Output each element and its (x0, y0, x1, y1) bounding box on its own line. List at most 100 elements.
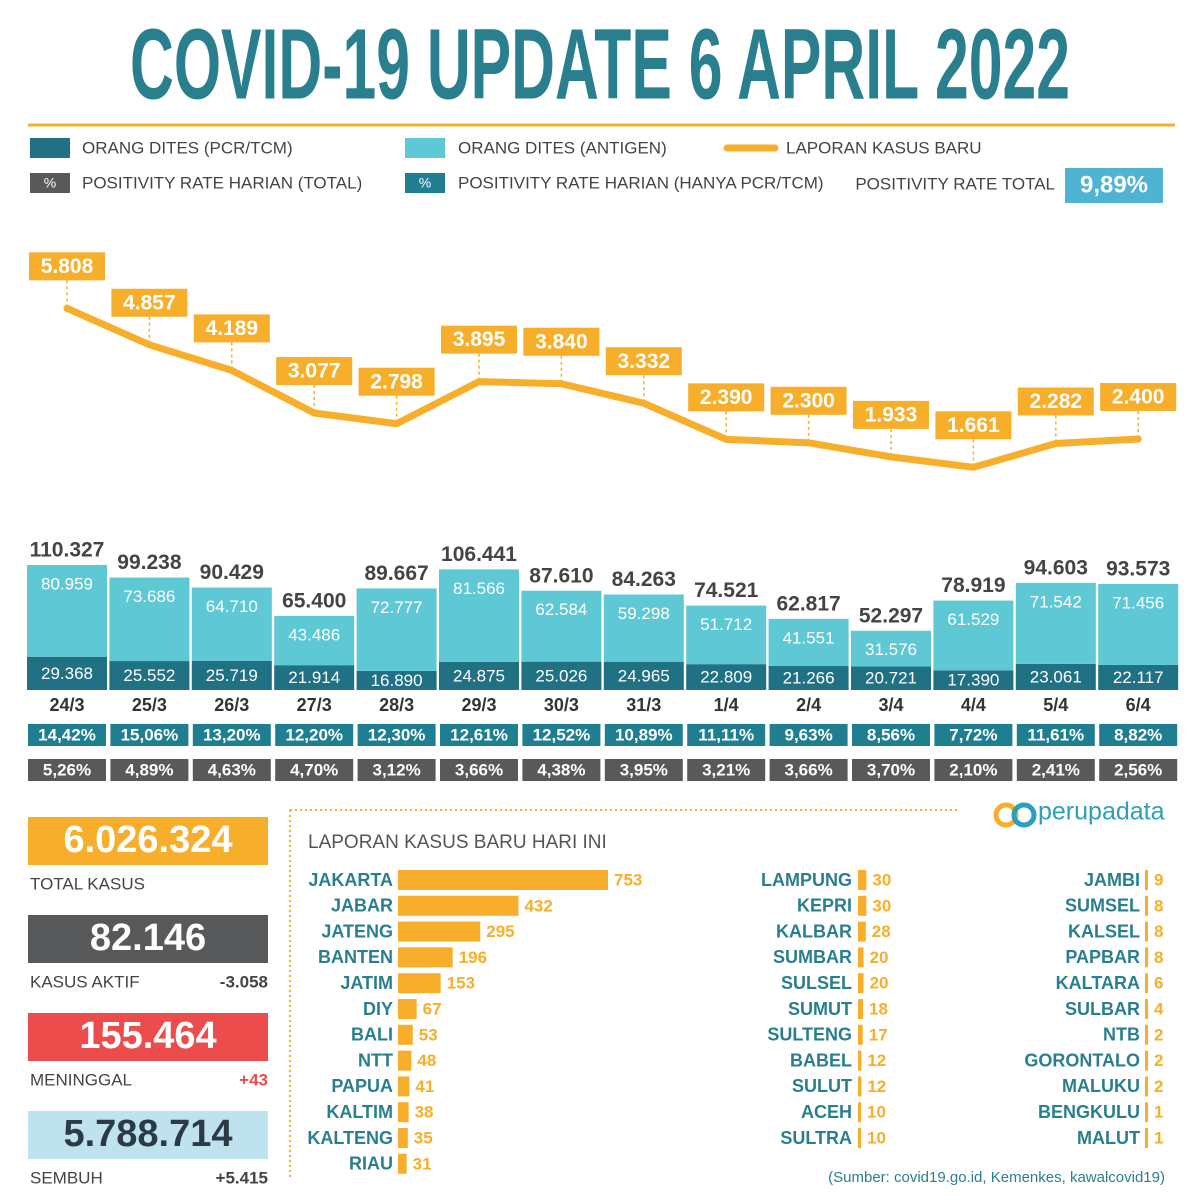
province-name: SULTRA (780, 1128, 852, 1148)
overall-label: POSITIVITY RATE TOTAL (855, 174, 1055, 193)
positivity-label: 2,41% (1032, 760, 1080, 779)
bar-segment (356, 588, 437, 671)
bar-segment (768, 618, 849, 666)
province-name: BENGKULU (1038, 1102, 1140, 1122)
province-name: JAKARTA (308, 870, 393, 890)
province-value: 1 (1154, 1103, 1163, 1122)
x-tick-label: 6/4 (1126, 695, 1151, 715)
positivity-label: 4,63% (208, 760, 256, 779)
province-bar (1145, 973, 1148, 994)
bar-value-label: 73.686 (123, 587, 175, 606)
province-value: 753 (614, 870, 642, 889)
legend-swatch (405, 173, 445, 193)
bar-segment (1098, 664, 1179, 690)
bar-segment (686, 605, 767, 665)
positivity-label: 5,26% (43, 760, 91, 779)
label-box (276, 357, 353, 386)
province-name: PAPBAR (1065, 947, 1140, 967)
bar-value-label: 29.368 (41, 664, 93, 683)
province-value: 38 (415, 1103, 434, 1122)
label-box (1017, 387, 1094, 416)
province-bar (398, 870, 608, 890)
bar-segment (521, 661, 602, 690)
province-bar (858, 1128, 861, 1148)
bar-value-label: 71.456 (1112, 593, 1164, 612)
province-name: DIY (363, 999, 393, 1019)
bar-value-label: 51.712 (700, 615, 752, 634)
province-value: 4 (1154, 999, 1164, 1018)
province-name: BALI (351, 1025, 393, 1045)
stat-label: SEMBUH (30, 1168, 103, 1187)
province-bar (398, 921, 481, 942)
bar-segment (109, 661, 190, 690)
bar-segment (274, 665, 355, 690)
bar-segment (521, 590, 602, 662)
bar-value-label: 22.117 (1113, 668, 1164, 687)
province-bar (858, 921, 866, 942)
line-value-label: 1.933 (865, 403, 918, 426)
bar-segment (603, 661, 684, 690)
province-bar (398, 947, 453, 968)
positivity-box (604, 759, 683, 781)
bar-segment (851, 666, 931, 690)
bar-value-label: 23.061 (1030, 667, 1082, 686)
bar-total-label: 94.603 (1024, 556, 1088, 579)
province-bar (1145, 921, 1148, 942)
province-name: MALUT (1077, 1128, 1140, 1148)
bar-value-label: 25.026 (535, 666, 587, 685)
stat-box (28, 1111, 268, 1159)
bar-total-label: 78.919 (941, 574, 1005, 597)
province-value: 9 (1154, 870, 1163, 889)
bar-value-label: 17.390 (947, 671, 999, 690)
positivity-label: 11,61% (1027, 725, 1084, 744)
bar-value-label: 71.542 (1030, 592, 1082, 611)
bar-value-label: 20.721 (865, 669, 917, 688)
province-name: GORONTALO (1024, 1050, 1140, 1070)
province-name: SUMUT (788, 999, 852, 1019)
province-name: BABEL (790, 1050, 852, 1070)
province-bar (398, 999, 417, 1019)
line-value-label: 5.808 (41, 255, 94, 278)
province-bar (858, 895, 867, 916)
province-name: SULBAR (1065, 999, 1140, 1019)
province-bar (1145, 1050, 1148, 1071)
positivity-box (852, 724, 930, 746)
province-name: NTT (358, 1050, 393, 1070)
positivity-box (192, 759, 271, 781)
province-bar (858, 999, 864, 1019)
province-value: 10 (867, 1128, 886, 1147)
bar-value-label: 24.875 (453, 666, 505, 685)
province-value: 35 (414, 1128, 433, 1147)
line-value-label: 3.332 (618, 350, 671, 373)
positivity-box (522, 724, 601, 746)
province-bar (858, 1102, 861, 1123)
province-value: 1 (1154, 1128, 1163, 1147)
province-bar (858, 973, 864, 994)
positivity-box (1016, 724, 1095, 746)
positivity-label: 8,56% (867, 725, 915, 744)
legend-swatch (405, 138, 445, 158)
bar-value-label: 21.914 (288, 668, 340, 687)
line-value-label: 2.300 (782, 389, 835, 412)
province-value: 41 (415, 1077, 434, 1096)
legend-label: POSITIVITY RATE HARIAN (TOTAL) (82, 173, 362, 192)
province-bar (1145, 895, 1148, 916)
positivity-box (275, 759, 354, 781)
province-bar (858, 1024, 863, 1045)
legend-label: LAPORAN KASUS BARU (786, 138, 982, 157)
province-value: 12 (867, 1077, 886, 1096)
legend-label: POSITIVITY RATE HARIAN (HANYA PCR/TCM) (458, 173, 824, 192)
line-value-label: 2.400 (1112, 386, 1165, 409)
positivity-box (687, 759, 766, 781)
province-name: SULTENG (767, 1025, 852, 1045)
province-value: 2 (1154, 1051, 1163, 1070)
label-box (770, 386, 847, 415)
positivity-box (1099, 759, 1178, 781)
province-value: 20 (870, 974, 889, 993)
bar-value-label: 16.890 (371, 671, 423, 690)
x-tick-label: 4/4 (961, 695, 986, 715)
bar-value-label: 25.719 (206, 666, 258, 685)
stat-change: -3.058 (220, 972, 268, 991)
positivity-box (769, 759, 848, 781)
line-value-label: 3.840 (535, 330, 588, 353)
